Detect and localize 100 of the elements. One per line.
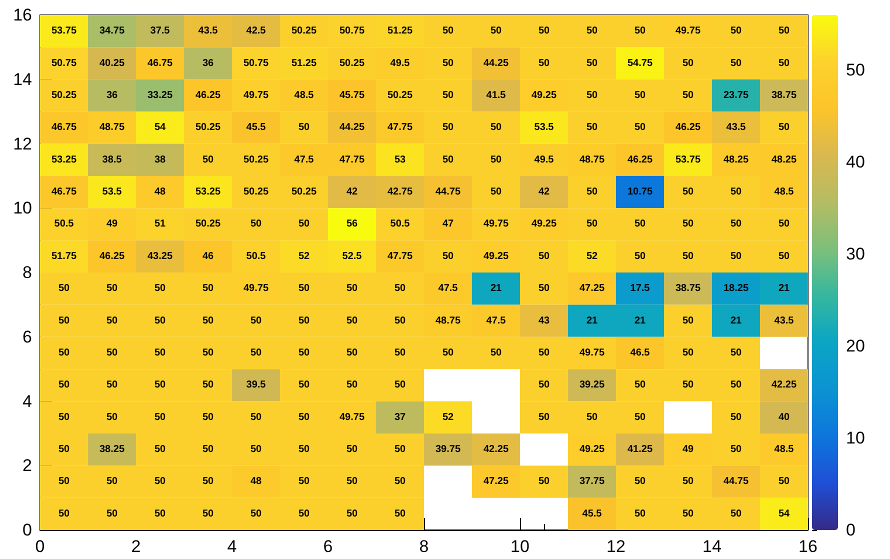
- data-label: 50: [634, 90, 646, 101]
- data-label: 50: [250, 218, 262, 230]
- data-label: 37.75: [579, 476, 605, 488]
- data-label: 50: [58, 476, 70, 488]
- data-label: 44.25: [483, 58, 509, 69]
- color-bar-label: 40: [846, 152, 865, 172]
- data-label: 50.25: [195, 218, 221, 230]
- data-label: 50: [442, 26, 454, 37]
- data-label: 50.5: [54, 218, 74, 230]
- data-label: 50: [442, 122, 454, 134]
- data-label: 21: [586, 315, 598, 326]
- data-label: 50: [730, 250, 742, 262]
- data-label: 45.5: [246, 122, 266, 134]
- data-label: 49.25: [483, 250, 509, 262]
- data-label: 56: [346, 218, 358, 230]
- data-label: 17.5: [630, 283, 650, 294]
- data-label: 50: [298, 476, 310, 488]
- data-label: 50: [394, 380, 406, 391]
- data-label: 50: [202, 315, 214, 326]
- data-label: 48.5: [294, 90, 314, 101]
- data-label: 44.75: [723, 476, 749, 488]
- data-label: 50: [202, 444, 214, 456]
- data-label: 38: [154, 154, 166, 166]
- data-label: 48.5: [774, 186, 794, 198]
- data-label: 50.5: [390, 218, 410, 230]
- data-label: 21: [490, 283, 502, 294]
- data-label: 50: [682, 315, 694, 326]
- data-label: 50: [730, 58, 742, 69]
- data-label: 46.25: [627, 154, 653, 166]
- data-label: 50: [58, 315, 70, 326]
- data-label: 50: [250, 444, 262, 456]
- data-label: 50: [298, 218, 310, 230]
- data-label: 50: [538, 250, 550, 262]
- data-label: 50: [538, 476, 550, 488]
- data-label: 38.75: [771, 90, 797, 101]
- data-label: 49.75: [579, 347, 605, 358]
- data-label: 50: [346, 476, 358, 488]
- data-label: 50: [538, 412, 550, 423]
- data-label: 51.25: [387, 26, 413, 37]
- data-label: 36: [202, 58, 214, 69]
- data-label: 47.5: [294, 154, 314, 166]
- data-label: 50: [538, 347, 550, 358]
- data-label: 52: [442, 412, 454, 423]
- data-label: 52: [586, 250, 598, 262]
- x-tick-label: 6: [323, 537, 333, 556]
- data-label: 40: [778, 412, 790, 423]
- data-label: 50: [490, 186, 502, 198]
- data-label: 50: [586, 26, 598, 37]
- data-label: 43.5: [198, 26, 218, 37]
- data-label: 37.5: [150, 26, 170, 37]
- data-label: 47.75: [387, 250, 413, 262]
- data-label: 50: [202, 508, 214, 520]
- data-label: 50: [298, 444, 310, 456]
- data-label: 50: [634, 26, 646, 37]
- data-label: 50: [298, 380, 310, 391]
- data-label: 50: [586, 412, 598, 423]
- data-label: 49: [106, 218, 118, 230]
- data-label: 50: [730, 444, 742, 456]
- x-tick-label: 12: [606, 537, 626, 556]
- data-label: 38.25: [99, 444, 125, 456]
- data-label: 50: [586, 90, 598, 101]
- data-label: 50: [682, 186, 694, 198]
- data-label: 33.25: [147, 90, 173, 101]
- data-label: 50: [538, 380, 550, 391]
- data-label: 50: [346, 444, 358, 456]
- x-tick-label: 14: [702, 537, 722, 556]
- data-label: 47.25: [579, 283, 605, 294]
- data-label: 49.75: [243, 283, 269, 294]
- data-label: 50: [778, 58, 790, 69]
- data-label: 50: [634, 218, 646, 230]
- data-label: 50: [250, 508, 262, 520]
- data-label: 50: [394, 444, 406, 456]
- data-label: 42.5: [246, 26, 266, 37]
- data-label: 50: [106, 412, 118, 423]
- data-label: 50: [538, 283, 550, 294]
- data-label: 50: [58, 412, 70, 423]
- data-label: 50: [346, 347, 358, 358]
- data-label: 50: [730, 186, 742, 198]
- data-label: 46.25: [99, 250, 125, 262]
- color-bar-label: 30: [846, 244, 865, 264]
- data-label: 49.5: [534, 154, 554, 166]
- data-label: 50: [394, 315, 406, 326]
- data-label: 21: [778, 283, 790, 294]
- data-label: 50: [346, 508, 358, 520]
- data-label: 50: [250, 315, 262, 326]
- data-label: 50: [58, 283, 70, 294]
- data-label: 52: [298, 250, 310, 262]
- data-label: 41.5: [486, 90, 506, 101]
- data-label: 21: [730, 315, 742, 326]
- data-label: 50: [586, 58, 598, 69]
- data-label: 46.5: [630, 347, 650, 358]
- data-label: 50.25: [51, 90, 77, 101]
- data-label: 50: [202, 476, 214, 488]
- data-label: 46.25: [195, 90, 221, 101]
- data-label: 49.75: [339, 412, 365, 423]
- data-label: 50.25: [339, 58, 365, 69]
- y-tick-label: 4: [22, 392, 32, 411]
- data-label: 40.25: [99, 58, 125, 69]
- data-label: 42.25: [483, 444, 509, 456]
- data-label: 43: [538, 315, 550, 326]
